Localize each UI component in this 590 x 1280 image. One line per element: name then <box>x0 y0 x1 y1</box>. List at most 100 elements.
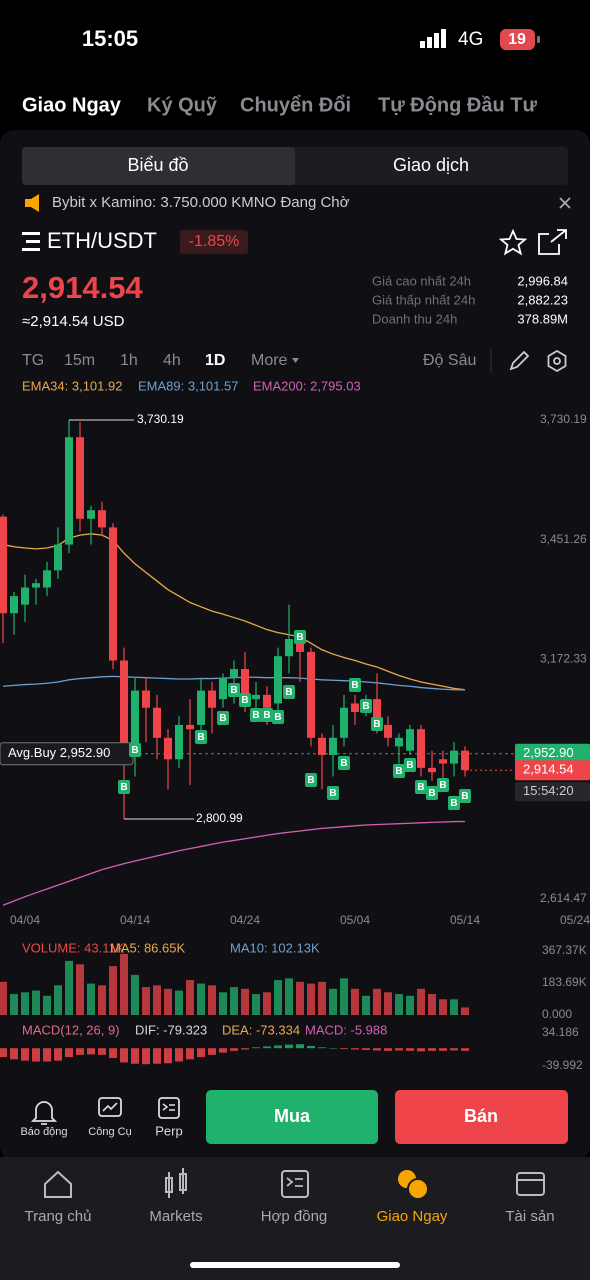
timeframe-active[interactable]: 1D <box>205 352 225 369</box>
stat-label: Doanh thu 24h <box>372 311 457 326</box>
timeframe[interactable]: 4h <box>163 352 181 369</box>
macd-bar <box>307 1045 315 1049</box>
candle-body <box>98 510 106 528</box>
stat-value: 2,996.84 <box>517 273 568 288</box>
top-tab[interactable]: Chuyển Đổi <box>240 94 351 116</box>
nav-label[interactable]: Hợp đồng <box>261 1208 328 1225</box>
candle-body <box>21 587 29 605</box>
sub-tab[interactable]: Giao dịch <box>393 155 469 175</box>
nav-label-active[interactable]: Giao Ngay <box>377 1208 448 1225</box>
buy-button[interactable] <box>206 1090 378 1144</box>
y-tick-label: 3,730.19 <box>540 412 587 426</box>
nav-label[interactable]: Trang chủ <box>25 1208 92 1225</box>
draw-icon[interactable] <box>509 350 530 371</box>
last-price-box <box>515 760 590 781</box>
share-icon[interactable] <box>538 229 567 255</box>
buy-marker <box>261 708 273 722</box>
buy-marker <box>426 786 438 800</box>
volume-bar <box>285 978 293 1015</box>
last-price: 2,914.54 <box>22 270 143 305</box>
volume-bar <box>263 992 271 1015</box>
macd-bar <box>230 1048 238 1051</box>
nav-label[interactable]: Markets <box>149 1208 202 1225</box>
change-badge <box>180 230 248 254</box>
candle-body <box>65 437 73 545</box>
buy-marker-label: B <box>263 710 270 721</box>
candle-body <box>0 516 7 614</box>
contracts-icon[interactable] <box>281 1170 309 1198</box>
contracts-icon-lines <box>286 1177 303 1187</box>
macd-bar <box>329 1048 337 1049</box>
alert-icon[interactable] <box>30 1101 58 1125</box>
markets-icon[interactable] <box>165 1168 187 1198</box>
candle-body <box>131 690 139 755</box>
home-icon[interactable] <box>44 1170 72 1198</box>
buy-marker <box>327 786 339 800</box>
volume-bar <box>340 978 348 1015</box>
macd-bar <box>87 1048 95 1055</box>
pair[interactable]: ETH/USDT <box>47 228 157 253</box>
tools-icon[interactable] <box>98 1097 122 1117</box>
volume-bar <box>395 994 403 1015</box>
volume-bar <box>98 985 106 1015</box>
buy-marker-label: B <box>406 760 413 771</box>
timeframe[interactable]: 15m <box>64 352 95 369</box>
perp-icon[interactable] <box>158 1097 180 1119</box>
sell-label[interactable]: Bán <box>464 1106 498 1126</box>
buy-label[interactable]: Mua <box>274 1106 311 1126</box>
sub-tab[interactable]: Biểu đồ <box>127 155 188 175</box>
top-tab[interactable]: Tự Động Đầu Tư <box>378 94 537 116</box>
macd-bar <box>395 1048 403 1051</box>
buy-marker <box>195 730 207 744</box>
volume-bar <box>76 964 84 1015</box>
buy-marker <box>393 764 405 778</box>
y-tick-label: 183.69K <box>542 975 587 989</box>
action-label[interactable]: Công Cụ <box>88 1126 131 1138</box>
buy-marker-label: B <box>340 758 347 769</box>
volume-bar <box>329 988 337 1015</box>
buy-marker-label: B <box>395 766 402 777</box>
status-time: 15:05 <box>82 26 138 51</box>
buy-marker-label: B <box>351 680 358 691</box>
action-label[interactable]: Perp <box>155 1123 182 1138</box>
macd-bar <box>241 1048 249 1050</box>
top-tab[interactable]: Ký Quỹ <box>147 94 218 116</box>
ema-line <box>2 820 466 906</box>
buy-marker <box>129 743 141 757</box>
sell-button[interactable] <box>395 1090 568 1144</box>
buy-marker-label: B <box>428 788 435 799</box>
buy-marker-label: B <box>131 745 138 756</box>
volume-bar <box>406 995 414 1015</box>
assets-icon[interactable] <box>516 1172 545 1196</box>
top-tab[interactable]: Giao Ngay <box>22 94 122 116</box>
volume-bar <box>219 992 227 1015</box>
banner-text[interactable]: Bybit x Kamino: 3.750.000 KMNO Đang Chờ <box>52 194 350 211</box>
candle-body <box>406 729 414 751</box>
volume-bar <box>142 987 150 1015</box>
volume-bar <box>65 960 73 1015</box>
candle-body <box>340 707 348 738</box>
sub-tab-active <box>22 147 295 185</box>
battery-tip <box>537 36 540 43</box>
action-label[interactable]: Báo động <box>20 1126 67 1138</box>
countdown: 15:54:20 <box>523 783 574 798</box>
panel-title: VOLUME: 43.11K <box>22 940 125 955</box>
macd-bar <box>296 1044 304 1049</box>
timeframe[interactable]: 1h <box>120 352 138 369</box>
close-icon[interactable] <box>559 197 571 209</box>
menu-icon[interactable] <box>22 232 40 251</box>
timeframe[interactable]: TG <box>22 352 44 369</box>
avg-buy-label: Avg.Buy 2,952.90 <box>8 745 110 760</box>
timeframe[interactable]: More <box>251 352 288 369</box>
buy-marker-label: B <box>274 712 281 723</box>
y-tick-label: 0.000 <box>542 1007 572 1021</box>
nav-label[interactable]: Tài sản <box>505 1208 554 1225</box>
candle-body <box>208 690 216 708</box>
settings-icon[interactable] <box>547 349 567 373</box>
depth[interactable]: Độ Sâu <box>423 352 476 369</box>
macd-bar <box>461 1048 469 1051</box>
star-icon[interactable] <box>498 228 528 256</box>
candle-body <box>10 596 18 614</box>
